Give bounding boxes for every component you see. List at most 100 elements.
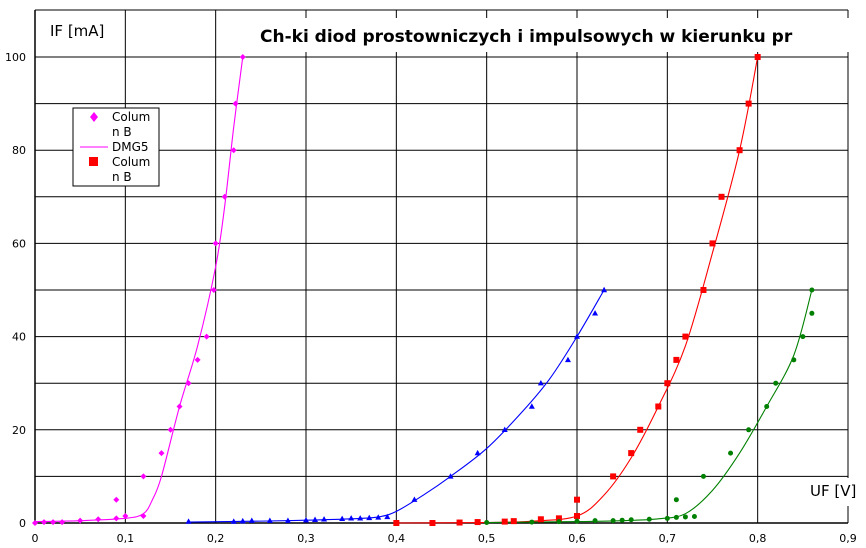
data-point-series-4 xyxy=(700,473,706,479)
y-tick-label: 0 xyxy=(19,517,26,530)
data-point-series-4 xyxy=(673,497,679,503)
data-point-series-1 xyxy=(41,519,48,526)
data-point-series-4 xyxy=(664,515,670,521)
data-point-series-2 xyxy=(366,514,373,521)
data-point-series-3 xyxy=(574,513,580,520)
data-point-series-3 xyxy=(474,519,481,526)
data-point-series-3 xyxy=(628,450,635,457)
data-point-series-3 xyxy=(555,515,562,522)
grid xyxy=(34,9,849,524)
data-point-series-3 xyxy=(754,54,761,60)
data-point-series-4 xyxy=(646,516,652,522)
data-point-series-3 xyxy=(501,518,508,525)
data-point-series-1 xyxy=(203,333,210,340)
data-point-series-3 xyxy=(456,519,463,526)
data-point-series-3 xyxy=(718,193,725,200)
data-point-series-1 xyxy=(95,516,102,523)
data-point-series-2 xyxy=(239,517,246,524)
data-point-series-2 xyxy=(411,496,418,502)
data-point-series-4 xyxy=(610,518,616,524)
x-tick-label: 0,2 xyxy=(207,532,225,545)
data-point-series-1 xyxy=(212,240,219,247)
data-point-series-1 xyxy=(140,513,147,520)
data-point-series-2 xyxy=(474,449,481,456)
data-point-series-2 xyxy=(574,333,580,339)
x-axis-title-background xyxy=(806,478,866,506)
data-point-series-4 xyxy=(484,520,490,526)
x-tick-label: 0,7 xyxy=(659,532,677,545)
data-point-series-4 xyxy=(728,450,734,456)
x-axis-title: UF [V] xyxy=(810,482,856,500)
data-point-series-4 xyxy=(800,334,806,340)
data-point-series-1 xyxy=(232,100,239,107)
data-point-series-1 xyxy=(167,426,174,433)
chart-title: Ch-ki diod prostowniczych i impulsowych … xyxy=(260,27,793,47)
x-tick-label: 0,4 xyxy=(388,532,406,545)
data-point-series-4 xyxy=(619,517,625,523)
x-tick-label: 0,6 xyxy=(568,532,586,545)
data-point-series-4 xyxy=(574,518,580,524)
y-tick-labels: 0 20 40 60 80 100 xyxy=(5,51,26,530)
data-points xyxy=(32,54,815,526)
data-point-series-4 xyxy=(773,380,779,386)
title-background xyxy=(250,18,866,52)
y-axis-title: IF [mA] xyxy=(50,22,104,40)
data-point-series-4 xyxy=(673,514,679,520)
data-point-series-2 xyxy=(375,514,382,520)
data-point-series-2 xyxy=(384,513,391,520)
data-point-series-2 xyxy=(501,426,508,432)
legend-label-1b: n B xyxy=(112,125,132,139)
data-point-series-1 xyxy=(176,403,183,410)
data-point-series-2 xyxy=(248,517,255,523)
x-tick-label: 0,9 xyxy=(839,532,857,545)
data-point-series-3 xyxy=(510,518,517,525)
data-point-series-1 xyxy=(210,287,217,293)
data-point-series-1 xyxy=(239,54,246,60)
legend-label-2: DMG5 xyxy=(112,140,149,154)
data-point-series-1 xyxy=(59,519,66,526)
data-point-series-3 xyxy=(709,240,716,247)
data-point-series-2 xyxy=(284,517,291,523)
data-point-series-2 xyxy=(303,517,309,523)
data-point-series-4 xyxy=(556,519,562,525)
data-point-series-2 xyxy=(185,518,192,524)
legend-diamond-marker xyxy=(90,112,98,122)
data-point-series-3 xyxy=(393,520,400,526)
data-point-series-1 xyxy=(221,193,228,200)
data-point-series-3 xyxy=(673,356,680,363)
y-tick-label: 60 xyxy=(12,237,26,250)
data-point-series-3 xyxy=(700,287,707,293)
data-point-series-2 xyxy=(447,473,454,479)
data-point-series-1 xyxy=(185,380,192,387)
data-point-series-3 xyxy=(429,520,436,526)
data-point-series-1 xyxy=(158,450,165,457)
data-point-series-2 xyxy=(266,517,273,523)
data-point-series-1 xyxy=(230,147,237,154)
data-point-series-2 xyxy=(230,518,237,524)
data-point-series-1 xyxy=(122,513,129,520)
y-tick-label: 80 xyxy=(12,144,26,157)
data-point-series-1 xyxy=(32,520,38,526)
data-point-series-4 xyxy=(746,427,752,433)
data-point-series-2 xyxy=(312,516,319,522)
data-point-series-1 xyxy=(77,517,84,524)
legend-label-1a: Colum xyxy=(112,110,150,124)
data-point-series-2 xyxy=(357,515,364,521)
data-point-series-4 xyxy=(628,517,634,523)
data-point-series-4 xyxy=(691,513,697,519)
legend-label-3b: n B xyxy=(112,170,132,184)
data-point-series-2 xyxy=(564,356,571,363)
y-tick-label: 40 xyxy=(12,331,26,344)
data-point-series-2 xyxy=(348,515,355,521)
data-point-series-3 xyxy=(745,100,752,107)
data-point-series-4 xyxy=(764,404,770,409)
legend-label-3a: Colum xyxy=(112,155,150,169)
x-tick-label: 0,1 xyxy=(117,532,135,545)
data-point-series-2 xyxy=(592,310,599,316)
legend: Colum n B DMG5 Colum n B xyxy=(72,107,160,187)
y-tick-label: 20 xyxy=(12,424,26,437)
data-point-series-2 xyxy=(601,286,608,293)
x-tick-label: 0,8 xyxy=(749,532,767,545)
